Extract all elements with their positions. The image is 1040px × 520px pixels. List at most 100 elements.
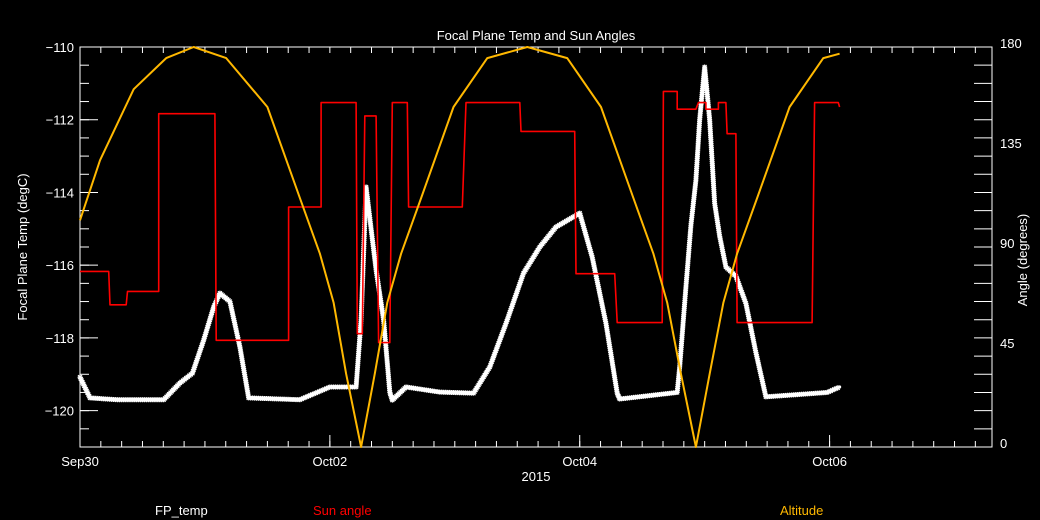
fp-temp-data-point [228,299,232,304]
fp-temp-data-point [388,390,392,395]
fp-temp-data-point [202,338,206,342]
series-layer [77,46,842,448]
fp-temp-star-marker [831,386,837,392]
fp-temp-star-marker [828,388,834,394]
fp-temp-data-point [178,381,182,385]
fp-temp-data-point [521,271,526,275]
fp-temp-star-marker [300,395,306,401]
fp-temp-star-marker [211,302,217,308]
fp-temp-star-marker [513,292,519,298]
fp-temp-data-point [115,398,120,402]
fp-temp-star-marker [500,328,506,334]
x-tick-label: Oct06 [812,454,847,469]
fp-temp-star-marker [304,394,310,400]
x-tick-label: Oct04 [562,454,597,469]
fp-temp-star-marker [82,385,88,391]
fp-temp-data-point [404,385,408,389]
fp-temp-star-marker [199,341,205,347]
fp-temp-data-point [703,65,707,69]
fp-temp-star-marker [520,272,526,278]
fp-temp-data-point [698,118,702,122]
y-tick-label: −116 [46,258,74,273]
fp-temp-star-marker [510,300,516,306]
fp-temp-star-marker [307,392,313,398]
fp-temp-data-point [369,227,373,231]
fp-temp-star-marker [742,297,748,303]
fp-temp-data-point [713,201,717,205]
fp-temp-star-marker [500,329,506,335]
fp-temp-star-marker [506,313,512,319]
fp-temp-star-marker [496,339,502,345]
fp-temp-star-marker [79,378,85,384]
fp-temp-star-marker [84,390,90,396]
fp-temp-star-marker [496,340,502,346]
fp-temp-star-marker [85,391,91,397]
fp-temp-data-point [374,268,378,272]
fp-temp-star-marker [498,333,504,339]
fp-temp-star-marker [498,335,504,341]
fp-temp-star-marker [214,297,220,303]
fp-temp-data-point [238,345,242,349]
fp-temp-star-marker [84,388,90,394]
fp-temp-data-point [438,390,442,394]
fp-temp-star-marker [311,391,317,397]
fp-temp-star-marker [835,385,841,391]
fp-temp-data-point [675,390,679,395]
fp-temp-star-marker [505,315,511,321]
fp-temp-star-marker [740,291,746,297]
y-tick-label: −120 [45,404,74,419]
fp-temp-star-marker [506,311,512,317]
fp-temp-star-marker [490,355,496,361]
series-fp-temp [77,64,842,403]
fp-temp-star-marker [200,339,206,345]
fp-temp-star-marker [514,289,520,295]
fp-temp-star-marker [519,276,525,282]
y-axis-label: Focal Plane Temp (degC) [15,173,30,320]
fp-temp-star-marker [499,331,505,337]
fp-temp-star-marker [504,319,510,325]
y-right-tick-label: 45 [1000,336,1014,351]
fp-temp-star-marker [737,284,743,290]
fp-temp-star-marker [738,288,744,294]
plot-frame [79,46,993,448]
series-altitude [79,46,840,448]
fp-temp-star-marker [515,287,521,293]
fp-temp-data-point [604,321,608,325]
legend-sun-angle: Sun angle [313,503,372,518]
fp-temp-star-marker [517,281,523,287]
fp-temp-star-marker [833,386,839,392]
x-tick-label: Sep30 [61,454,99,469]
fp-temp-star-marker [83,386,89,392]
fp-temp-star-marker [741,295,747,301]
fp-temp-star-marker [493,348,499,354]
legend-altitude: Altitude [780,503,823,518]
fp-temp-star-marker [740,293,746,299]
fp-temp-star-marker [199,343,205,349]
fp-temp-data-point [754,350,758,355]
fp-temp-star-marker [492,351,498,357]
altitude-line [79,46,840,448]
fp-temp-star-marker [511,298,517,304]
fp-temp-star-marker [191,365,197,371]
fp-temp-data-point [538,245,542,249]
fp-temp-star-marker [507,309,513,315]
fp-temp-data-point [590,255,594,259]
fp-temp-data-point [578,211,582,215]
fp-temp-star-marker [198,344,204,350]
fp-temp-data-point [390,398,394,402]
fp-temp-star-marker [193,361,199,367]
fp-temp-star-marker [489,359,495,365]
fp-temp-data-point [764,395,768,399]
fp-temp-star-marker [518,278,524,284]
fp-temp-star-marker [320,387,326,393]
y-right-tick-label: 135 [1000,136,1022,151]
fp-temp-star-marker [513,291,519,297]
fp-temp-data-point [689,223,693,227]
fp-temp-star-marker [78,376,84,382]
fp-temp-star-marker [516,283,522,289]
fp-temp-data-point [724,265,728,269]
fp-temp-data-point [744,301,748,305]
fp-temp-data-point [837,385,842,389]
fp-temp-data-point [298,398,302,402]
